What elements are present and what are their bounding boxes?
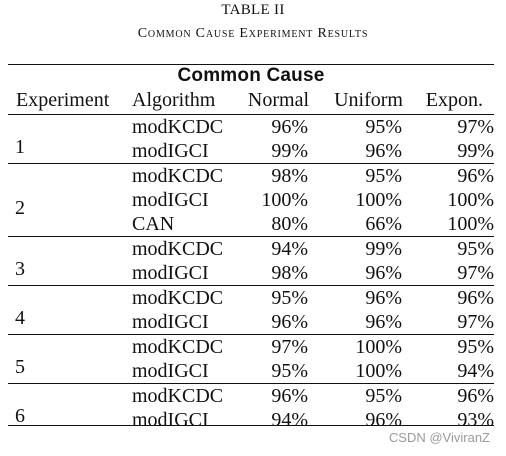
table-row: modIGCI 95% 100% 94% xyxy=(8,359,494,383)
cell-expon: 97% xyxy=(457,311,494,333)
cell-uniform: 95% xyxy=(365,116,402,138)
cell-normal: 98% xyxy=(271,165,308,187)
experiment-separator-rule xyxy=(8,285,494,286)
cell-normal: 94% xyxy=(271,238,308,260)
watermark: CSDN @ViviranZ xyxy=(388,430,490,445)
cell-normal: 95% xyxy=(271,360,308,382)
cell-expon: 94% xyxy=(457,360,494,382)
experiment-separator-rule xyxy=(8,163,494,164)
cell-expon: 95% xyxy=(457,336,494,358)
cell-normal: 99% xyxy=(271,140,308,162)
cell-algorithm: modKCDC xyxy=(132,385,224,407)
group-header: Common Cause xyxy=(177,65,325,86)
cell-algorithm: modKCDC xyxy=(132,336,224,358)
cell-expon: 93% xyxy=(457,409,494,431)
cell-expon: 97% xyxy=(457,262,494,284)
cell-expon: 100% xyxy=(447,189,494,211)
table-row: modIGCI 94% 96% 93% xyxy=(8,408,494,432)
cell-algorithm: modKCDC xyxy=(132,165,224,187)
column-header-uniform: Uniform xyxy=(334,89,403,111)
cell-uniform: 96% xyxy=(365,409,402,431)
cell-algorithm: modIGCI xyxy=(132,140,209,162)
table-row: modKCDC 96% 95% 97% xyxy=(8,115,494,139)
cell-algorithm: CAN xyxy=(132,213,175,235)
experiment-number: 4 xyxy=(15,307,25,329)
column-header-algorithm: Algorithm xyxy=(132,89,216,111)
cell-expon: 96% xyxy=(457,287,494,309)
table-row: modKCDC 96% 95% 96% xyxy=(8,384,494,408)
cell-algorithm: modKCDC xyxy=(132,116,224,138)
cell-normal: 80% xyxy=(271,213,308,235)
table-row: modKCDC 94% 99% 95% xyxy=(8,237,494,261)
experiment-separator-rule xyxy=(8,383,494,384)
experiment-number: 6 xyxy=(15,405,25,427)
cell-expon: 100% xyxy=(447,213,494,235)
column-header-experiment: Experiment xyxy=(16,89,110,111)
table-caption: Common Cause Experiment Results xyxy=(137,26,369,41)
experiment-number: 3 xyxy=(15,258,25,280)
cell-uniform: 99% xyxy=(365,238,402,260)
cell-algorithm: modIGCI xyxy=(132,311,209,333)
table-label: TABLE II xyxy=(221,2,285,18)
cell-expon: 97% xyxy=(457,116,494,138)
cell-algorithm: modIGCI xyxy=(132,360,209,382)
cell-uniform: 96% xyxy=(365,262,402,284)
cell-normal: 96% xyxy=(271,116,308,138)
cell-uniform: 96% xyxy=(365,287,402,309)
cell-normal: 100% xyxy=(261,189,308,211)
cell-expon: 96% xyxy=(457,165,494,187)
cell-normal: 95% xyxy=(271,287,308,309)
cell-normal: 97% xyxy=(271,336,308,358)
cell-uniform: 95% xyxy=(365,385,402,407)
experiment-separator-rule xyxy=(8,114,494,115)
cell-expon: 95% xyxy=(457,238,494,260)
cell-uniform: 96% xyxy=(365,140,402,162)
experiment-separator-rule xyxy=(8,236,494,237)
table-row: modKCDC 97% 100% 95% xyxy=(8,335,494,359)
table-row: modIGCI 100% 100% 100% xyxy=(8,188,494,212)
table-bottom-rule xyxy=(8,425,494,427)
cell-normal: 96% xyxy=(271,311,308,333)
column-header-row: Experiment Algorithm Normal Uniform Expo… xyxy=(8,88,494,112)
table-row: CAN 80% 66% 100% xyxy=(8,212,494,236)
cell-uniform: 95% xyxy=(365,165,402,187)
cell-algorithm: modKCDC xyxy=(132,287,224,309)
table-row: modIGCI 98% 96% 97% xyxy=(8,261,494,285)
column-header-normal: Normal xyxy=(247,89,309,111)
cell-expon: 96% xyxy=(457,385,494,407)
experiment-number: 5 xyxy=(15,356,25,378)
cell-algorithm: modKCDC xyxy=(132,238,224,260)
cell-uniform: 100% xyxy=(355,336,402,358)
table-row: modIGCI 99% 96% 99% xyxy=(8,139,494,163)
cell-algorithm: modIGCI xyxy=(132,262,209,284)
table-row: modKCDC 95% 96% 96% xyxy=(8,286,494,310)
table-top-rule xyxy=(8,64,494,66)
cell-uniform: 100% xyxy=(355,360,402,382)
column-header-expon: Expon. xyxy=(425,89,483,111)
experiment-number: 2 xyxy=(15,197,25,219)
table-row: modIGCI 96% 96% 97% xyxy=(8,310,494,334)
cell-normal: 94% xyxy=(271,409,308,431)
cell-expon: 99% xyxy=(457,140,494,162)
cell-algorithm: modIGCI xyxy=(132,189,209,211)
cell-uniform: 100% xyxy=(355,189,402,211)
experiment-number: 1 xyxy=(15,136,25,158)
cell-normal: 96% xyxy=(271,385,308,407)
cell-normal: 98% xyxy=(271,262,308,284)
table-row: modKCDC 98% 95% 96% xyxy=(8,164,494,188)
cell-algorithm: modIGCI xyxy=(132,409,209,431)
cell-uniform: 96% xyxy=(365,311,402,333)
experiment-separator-rule xyxy=(8,334,494,335)
cell-uniform: 66% xyxy=(365,213,402,235)
